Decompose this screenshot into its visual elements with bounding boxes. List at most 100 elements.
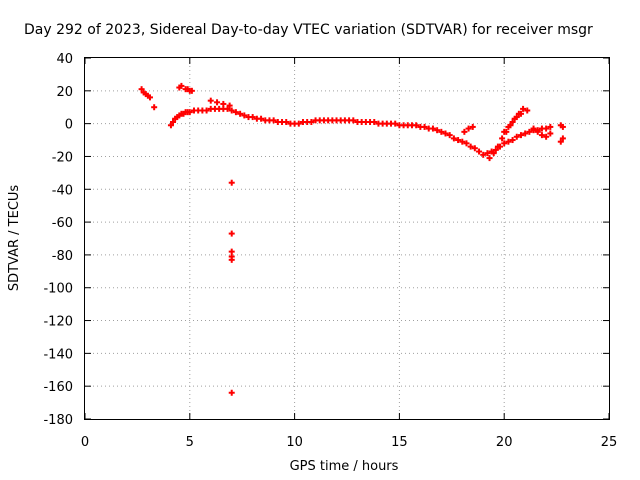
x-tick-label: 25: [601, 435, 618, 450]
data-point: [232, 109, 239, 116]
data-point: [505, 138, 512, 145]
data-point: [434, 127, 441, 134]
y-tick-label: -140: [43, 347, 73, 362]
data-point: [517, 110, 524, 117]
data-point: [513, 114, 520, 121]
data-point: [509, 118, 516, 125]
data-point: [186, 109, 193, 116]
data-point: [520, 105, 527, 112]
data-point: [170, 118, 177, 125]
data-point: [557, 138, 564, 145]
plot-frame: [84, 57, 610, 420]
chart-title: Day 292 of 2023, Sidereal Day-to-day VTE…: [24, 22, 593, 38]
data-point: [494, 143, 501, 150]
data-point: [501, 140, 508, 147]
data-point: [214, 99, 221, 106]
data-point: [224, 105, 231, 112]
y-tick-label: -100: [43, 282, 73, 297]
data-point: [350, 117, 357, 124]
grid-lines: [85, 58, 609, 419]
data-point: [559, 135, 566, 142]
data-point: [258, 115, 265, 122]
data-point: [413, 122, 420, 129]
data-point: [486, 155, 493, 162]
y-tick-label: 0: [65, 118, 73, 133]
data-point: [461, 128, 468, 135]
x-tick-label: 0: [81, 435, 89, 450]
data-point: [522, 130, 529, 137]
x-tick-label: 20: [496, 435, 513, 450]
data-point: [228, 389, 235, 396]
y-tick-label: 40: [56, 52, 73, 67]
x-tick-label: 10: [286, 435, 303, 450]
data-point: [308, 118, 315, 125]
data-point: [237, 110, 244, 117]
data-point: [505, 123, 512, 130]
y-tick-label: -60: [52, 216, 73, 231]
data-point: [446, 132, 453, 139]
y-tick-label: -20: [52, 150, 73, 165]
data-point: [283, 118, 290, 125]
data-point: [429, 125, 436, 132]
data-point: [203, 107, 210, 114]
x-tick-label: 5: [186, 435, 194, 450]
data-point: [138, 86, 145, 93]
data-point: [455, 137, 462, 144]
data-point: [450, 135, 457, 142]
data-point: [465, 125, 472, 132]
data-point: [509, 137, 516, 144]
data-point: [178, 82, 185, 89]
x-axis-label: GPS time / hours: [290, 459, 399, 474]
data-point: [480, 151, 487, 158]
data-point: [543, 125, 550, 132]
y-tick-label: 20: [56, 85, 73, 100]
data-point: [476, 148, 483, 155]
data-point: [534, 128, 541, 135]
data-point: [490, 150, 497, 157]
data-point: [459, 138, 466, 145]
data-point: [543, 133, 550, 140]
y-axis-label: SDTVAR / TECUs: [7, 185, 22, 292]
data-point: [547, 123, 554, 130]
data-point: [228, 256, 235, 263]
data-point: [146, 94, 153, 101]
data-point: [295, 120, 302, 127]
data-point: [547, 130, 554, 137]
data-point: [484, 150, 491, 157]
data-point: [559, 123, 566, 130]
y-tick-label: -160: [43, 380, 73, 395]
data-point: [517, 132, 524, 139]
data-point: [538, 132, 545, 139]
data-point: [151, 104, 158, 111]
data-point: [524, 107, 531, 114]
data-point: [501, 128, 508, 135]
data-point: [241, 112, 248, 119]
data-point: [442, 130, 449, 137]
data-point: [167, 122, 174, 129]
data-point: [270, 117, 277, 124]
data-point: [392, 120, 399, 127]
data-points: [138, 82, 566, 396]
y-tick-label: -40: [52, 183, 73, 198]
data-point: [463, 140, 470, 147]
data-point: [226, 102, 233, 109]
y-tick-label: -120: [43, 315, 73, 330]
y-tick-label: -180: [43, 413, 73, 428]
data-point: [421, 123, 428, 130]
data-point: [526, 128, 533, 135]
x-tick-label: 15: [391, 435, 408, 450]
data-point: [471, 145, 478, 152]
data-point: [249, 114, 256, 121]
data-point: [371, 118, 378, 125]
data-point: [438, 128, 445, 135]
data-point: [492, 146, 499, 153]
data-point: [469, 123, 476, 130]
data-point: [499, 135, 506, 142]
data-point: [530, 125, 537, 132]
data-point: [207, 97, 214, 104]
data-point: [228, 230, 235, 237]
data-point: [467, 143, 474, 150]
y-tick-label: -80: [52, 249, 73, 264]
data-point: [220, 100, 227, 107]
